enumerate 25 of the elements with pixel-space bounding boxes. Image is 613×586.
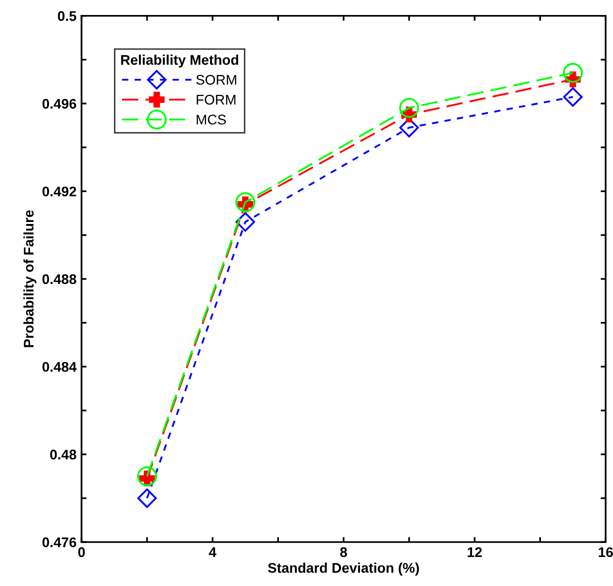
y-tick-label: 0.48 [50,450,76,460]
x-tick-label: 8 [340,547,348,558]
legend-label: FORM [196,94,236,105]
y-tick-label: 0.492 [42,186,76,196]
legend-title: Reliability Method [121,54,238,68]
y-tick-label: 0.5 [58,11,76,21]
point [235,192,256,212]
y-axis-title: Probability of Failure [23,210,36,348]
legend-label: MCS [196,114,226,125]
x-tick-label: 12 [468,547,482,557]
y-tick-label: 0.496 [42,98,76,109]
x-tick-label: 0 [78,547,85,558]
y-tick-label: 0.476 [42,537,76,548]
point [563,87,583,107]
legend-label: SORM [196,74,236,85]
y-tick-label: 0.488 [42,274,76,284]
point [236,212,256,232]
x-tick-label: 16 [598,547,613,558]
x-tick-label: 4 [208,547,216,557]
point [137,488,157,508]
point [562,62,583,83]
point [399,98,420,118]
x-axis-title: Standard Deviation (%) [268,562,419,576]
y-tick-label: 0.484 [42,362,77,372]
point [137,466,157,486]
